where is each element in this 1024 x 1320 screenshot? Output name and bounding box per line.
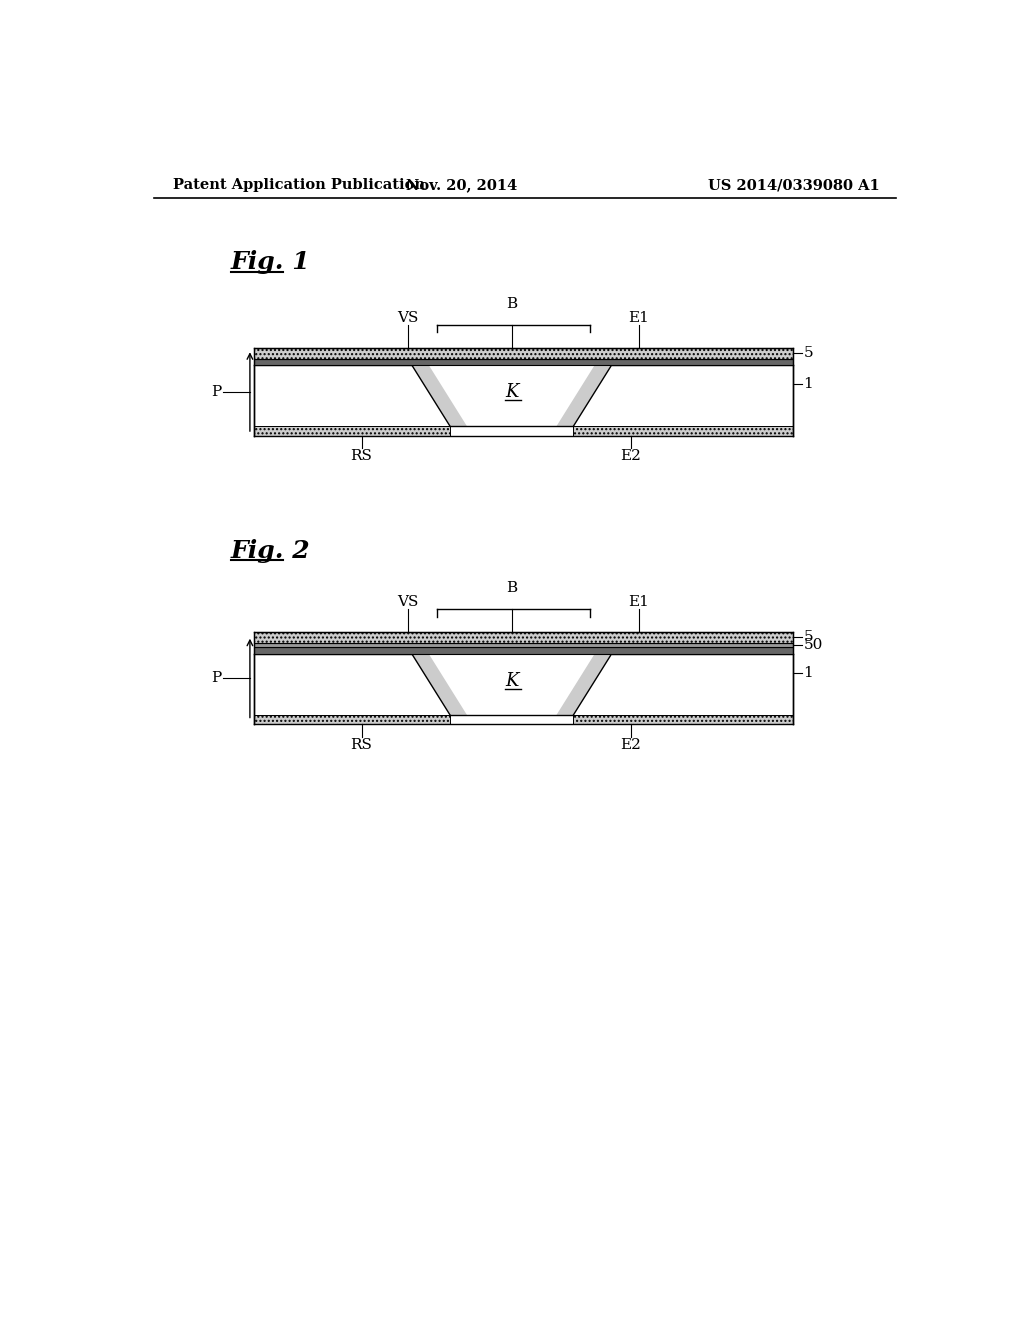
Text: E1: E1 [629,310,649,325]
Text: Patent Application Publication: Patent Application Publication [173,178,425,193]
Text: K: K [505,384,518,401]
Text: VS: VS [397,595,419,609]
Text: RS: RS [350,738,373,752]
Polygon shape [556,364,611,426]
Polygon shape [254,653,451,715]
Text: E1: E1 [629,595,649,609]
Polygon shape [254,647,793,653]
Polygon shape [573,715,793,725]
Text: Nov. 20, 2014: Nov. 20, 2014 [407,178,517,193]
Polygon shape [412,653,467,715]
Text: Fig. 2: Fig. 2 [230,539,310,564]
Text: P: P [211,671,221,685]
Polygon shape [573,364,793,426]
Polygon shape [573,426,793,436]
Text: E2: E2 [621,738,641,752]
Text: B: B [506,581,517,595]
Polygon shape [556,653,611,715]
Text: 50: 50 [804,638,823,652]
Text: RS: RS [350,449,373,463]
Text: 5: 5 [804,346,813,360]
Polygon shape [254,359,793,364]
Text: E2: E2 [621,449,641,463]
Text: B: B [506,297,517,312]
Text: VS: VS [397,310,419,325]
Polygon shape [412,364,467,426]
Text: 1: 1 [804,665,813,680]
Polygon shape [254,715,451,725]
Polygon shape [254,643,793,647]
Polygon shape [254,632,793,643]
Text: US 2014/0339080 A1: US 2014/0339080 A1 [708,178,880,193]
Polygon shape [254,364,451,426]
Text: P: P [211,384,221,399]
Polygon shape [573,653,793,715]
Text: K: K [505,672,518,690]
Polygon shape [254,348,793,359]
Text: 5: 5 [804,631,813,644]
Text: 1: 1 [804,378,813,391]
Polygon shape [254,426,451,436]
Text: Fig. 1: Fig. 1 [230,251,310,275]
